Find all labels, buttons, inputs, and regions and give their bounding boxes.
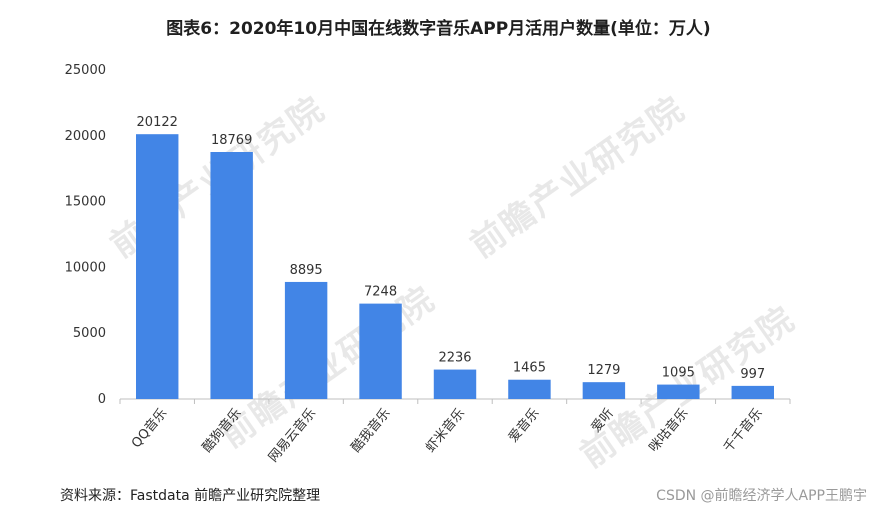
x-tick-label: 网易云音乐: [265, 405, 319, 465]
bar: [136, 134, 179, 400]
y-tick-label: 10000: [65, 260, 106, 275]
bar: [210, 151, 253, 399]
data-label: 20122: [137, 115, 178, 130]
bar: [582, 382, 626, 399]
data-label: 1465: [513, 361, 546, 376]
y-tick-label: 15000: [65, 195, 106, 210]
credit-note: CSDN @前瞻经济学人APP王鹏宇: [656, 488, 867, 504]
x-tick-label: 爱音乐: [505, 405, 542, 445]
y-tick-label: 25000: [65, 63, 106, 78]
data-label: 8895: [290, 263, 323, 278]
x-tick-label: 虾米音乐: [422, 405, 468, 455]
x-tick-label: 咪咕音乐: [646, 405, 692, 455]
x-tick-label: QQ音乐: [128, 405, 170, 451]
bar: [731, 385, 774, 399]
bar: [508, 379, 551, 399]
chart-title: 图表6：2020年10月中国在线数字音乐APP月活用户数量(单位：万人): [166, 19, 711, 39]
bar: [284, 281, 328, 399]
data-label: 1279: [587, 363, 620, 378]
data-label: 18769: [211, 133, 252, 148]
x-tick-label: 千千音乐: [720, 405, 766, 455]
bar: [359, 303, 402, 399]
x-tick-label: 酷我音乐: [348, 405, 394, 455]
x-tick-label: 酷狗音乐: [199, 405, 245, 455]
bar: [657, 384, 700, 399]
bar: [433, 369, 477, 399]
source-note: 资料来源：Fastdata 前瞻产业研究院整理: [60, 488, 321, 504]
data-label: 7248: [364, 285, 397, 300]
x-tick-label: 爱听: [589, 406, 617, 436]
data-label: 1095: [662, 366, 695, 381]
y-tick-label: 0: [98, 392, 106, 407]
data-label: 2236: [438, 351, 471, 366]
y-tick-label: 20000: [65, 129, 106, 144]
y-tick-label: 5000: [73, 326, 106, 341]
data-label: 997: [740, 367, 765, 382]
